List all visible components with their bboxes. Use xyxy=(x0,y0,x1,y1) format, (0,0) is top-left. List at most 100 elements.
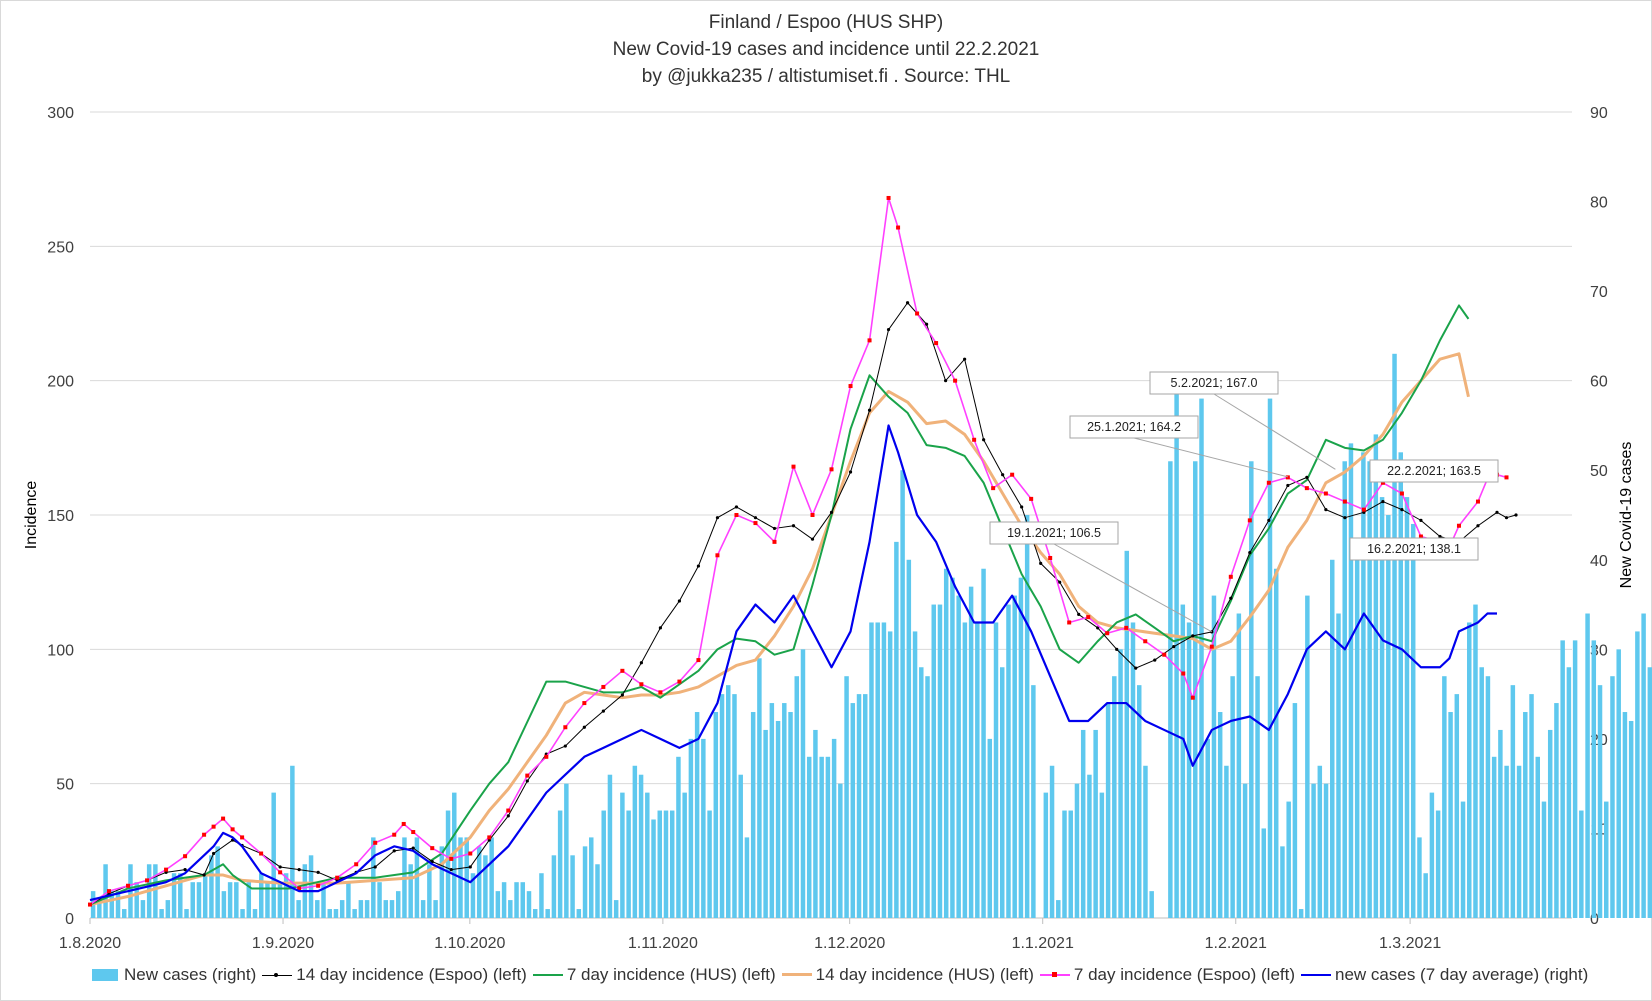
series-point xyxy=(211,851,216,856)
series-point xyxy=(563,725,568,730)
bar xyxy=(1597,685,1603,918)
bar xyxy=(1585,613,1590,918)
bar xyxy=(950,577,955,918)
bar xyxy=(545,909,550,918)
bar xyxy=(1473,604,1478,918)
bar xyxy=(134,882,139,918)
bar xyxy=(1579,810,1584,918)
series-point xyxy=(1058,580,1062,584)
series-point xyxy=(1096,626,1100,630)
bar xyxy=(968,586,974,918)
series-point xyxy=(145,878,150,883)
bar xyxy=(539,873,544,918)
legend-line-swatch xyxy=(1039,967,1070,983)
series-point xyxy=(1438,534,1442,539)
series-point xyxy=(1514,513,1518,517)
bar xyxy=(1012,595,1017,918)
bar xyxy=(265,882,270,918)
bar xyxy=(838,783,843,918)
legend-label: 14 day incidence (Espoo) (left) xyxy=(296,965,527,984)
bar xyxy=(271,792,276,918)
bar xyxy=(190,882,195,918)
bar xyxy=(1417,837,1422,918)
bar xyxy=(526,891,532,918)
x-tick-label: 1.10.2020 xyxy=(434,935,505,952)
bar xyxy=(676,756,681,918)
bar xyxy=(981,568,986,918)
bar xyxy=(1354,550,1360,918)
series-point xyxy=(1343,516,1347,520)
legend: New cases (right) 14 day incidence (Espo… xyxy=(90,965,1590,985)
series-point xyxy=(905,301,910,305)
bar xyxy=(327,909,332,918)
series-point xyxy=(126,883,131,888)
series-point xyxy=(791,524,796,528)
bar xyxy=(1429,792,1435,918)
series-point xyxy=(316,870,320,874)
bar xyxy=(433,900,438,918)
bar xyxy=(140,900,146,918)
series-point xyxy=(164,867,169,872)
series-line-2 xyxy=(89,304,1470,906)
bar xyxy=(1367,461,1372,918)
series-point xyxy=(696,658,701,663)
series-point xyxy=(563,744,567,748)
series-point xyxy=(392,832,397,837)
bar xyxy=(483,855,488,918)
bar xyxy=(1348,443,1354,918)
bar xyxy=(1373,434,1379,918)
legend-label: 7 day incidence (Espoo) (left) xyxy=(1073,965,1296,984)
series-point xyxy=(354,862,359,867)
bar xyxy=(1491,756,1497,918)
bar xyxy=(389,900,395,918)
series-point xyxy=(886,328,891,332)
legend-bar-swatch xyxy=(90,967,120,983)
bar xyxy=(1560,640,1565,918)
bar xyxy=(1273,568,1279,918)
bar xyxy=(925,676,930,918)
bar xyxy=(987,738,993,918)
series-point xyxy=(468,865,472,869)
bar xyxy=(707,810,712,918)
series-point xyxy=(221,816,226,821)
bar xyxy=(1080,729,1086,918)
bar xyxy=(476,846,482,918)
bar xyxy=(570,855,575,918)
series-point xyxy=(1067,620,1072,625)
series-point xyxy=(810,513,815,517)
bar xyxy=(1529,694,1534,918)
bar xyxy=(943,568,949,918)
bar xyxy=(1336,613,1341,918)
bar xyxy=(1448,712,1453,918)
bar xyxy=(1516,765,1522,918)
bar xyxy=(1361,452,1366,918)
bar xyxy=(651,819,656,918)
y-right-tick-label: 70 xyxy=(1590,284,1608,301)
bar xyxy=(246,882,252,918)
y-left-tick-label: 200 xyxy=(47,374,74,391)
bar xyxy=(601,810,606,918)
bar xyxy=(1566,667,1572,918)
legend-item-espoo-7: 7 day incidence (Espoo) (left) xyxy=(1039,965,1296,985)
bar xyxy=(551,855,557,918)
series-point xyxy=(582,725,586,729)
bar xyxy=(993,622,999,918)
bar xyxy=(1143,765,1148,918)
series-point xyxy=(639,682,644,687)
series-point xyxy=(525,779,529,783)
bar xyxy=(1199,398,1204,919)
bar xyxy=(122,909,127,918)
bar xyxy=(856,694,862,918)
bar xyxy=(1510,685,1516,918)
bar xyxy=(1554,703,1559,918)
series-point xyxy=(259,851,264,856)
bar xyxy=(645,792,650,918)
legend-line-swatch xyxy=(781,967,812,983)
bar xyxy=(1392,353,1397,918)
bar xyxy=(1330,559,1335,918)
series-point xyxy=(401,821,406,826)
y-left-axis-title: Incidence xyxy=(23,481,40,550)
bar xyxy=(321,882,326,918)
series-point xyxy=(620,668,625,673)
bar xyxy=(657,810,663,918)
